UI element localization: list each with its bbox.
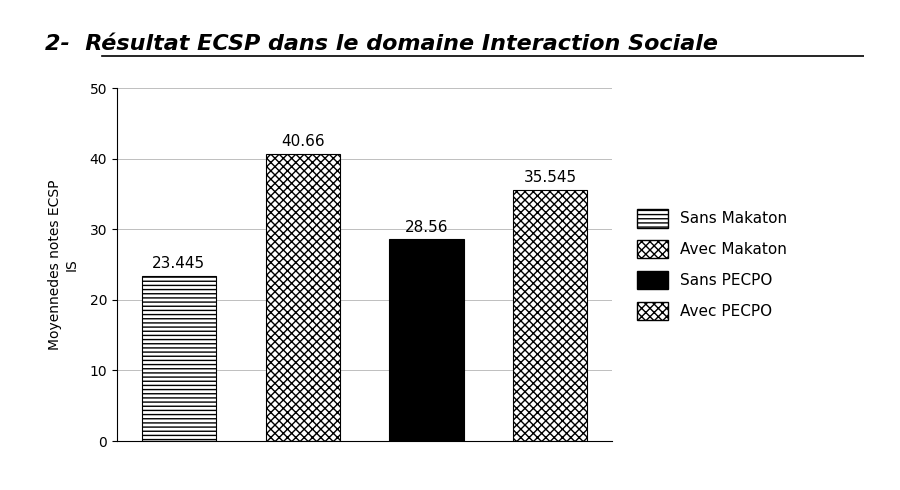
Text: 40.66: 40.66 (281, 134, 324, 149)
Text: 23.445: 23.445 (152, 256, 205, 270)
Text: 28.56: 28.56 (405, 220, 448, 235)
Bar (142, 275, 216, 441)
Bar (266, 154, 340, 441)
Legend: Sans Makaton, Avec Makaton, Sans PECPO, Avec PECPO: Sans Makaton, Avec Makaton, Sans PECPO, … (629, 201, 795, 328)
Text: 35.545: 35.545 (524, 170, 577, 185)
Text: 2-  Résultat ECSP dans le domaine Interaction Sociale: 2- Résultat ECSP dans le domaine Interac… (45, 34, 718, 54)
Bar (389, 240, 464, 441)
Bar (513, 190, 587, 441)
Y-axis label: Moyennedes notes ECSP
IS: Moyennedes notes ECSP IS (49, 179, 78, 350)
